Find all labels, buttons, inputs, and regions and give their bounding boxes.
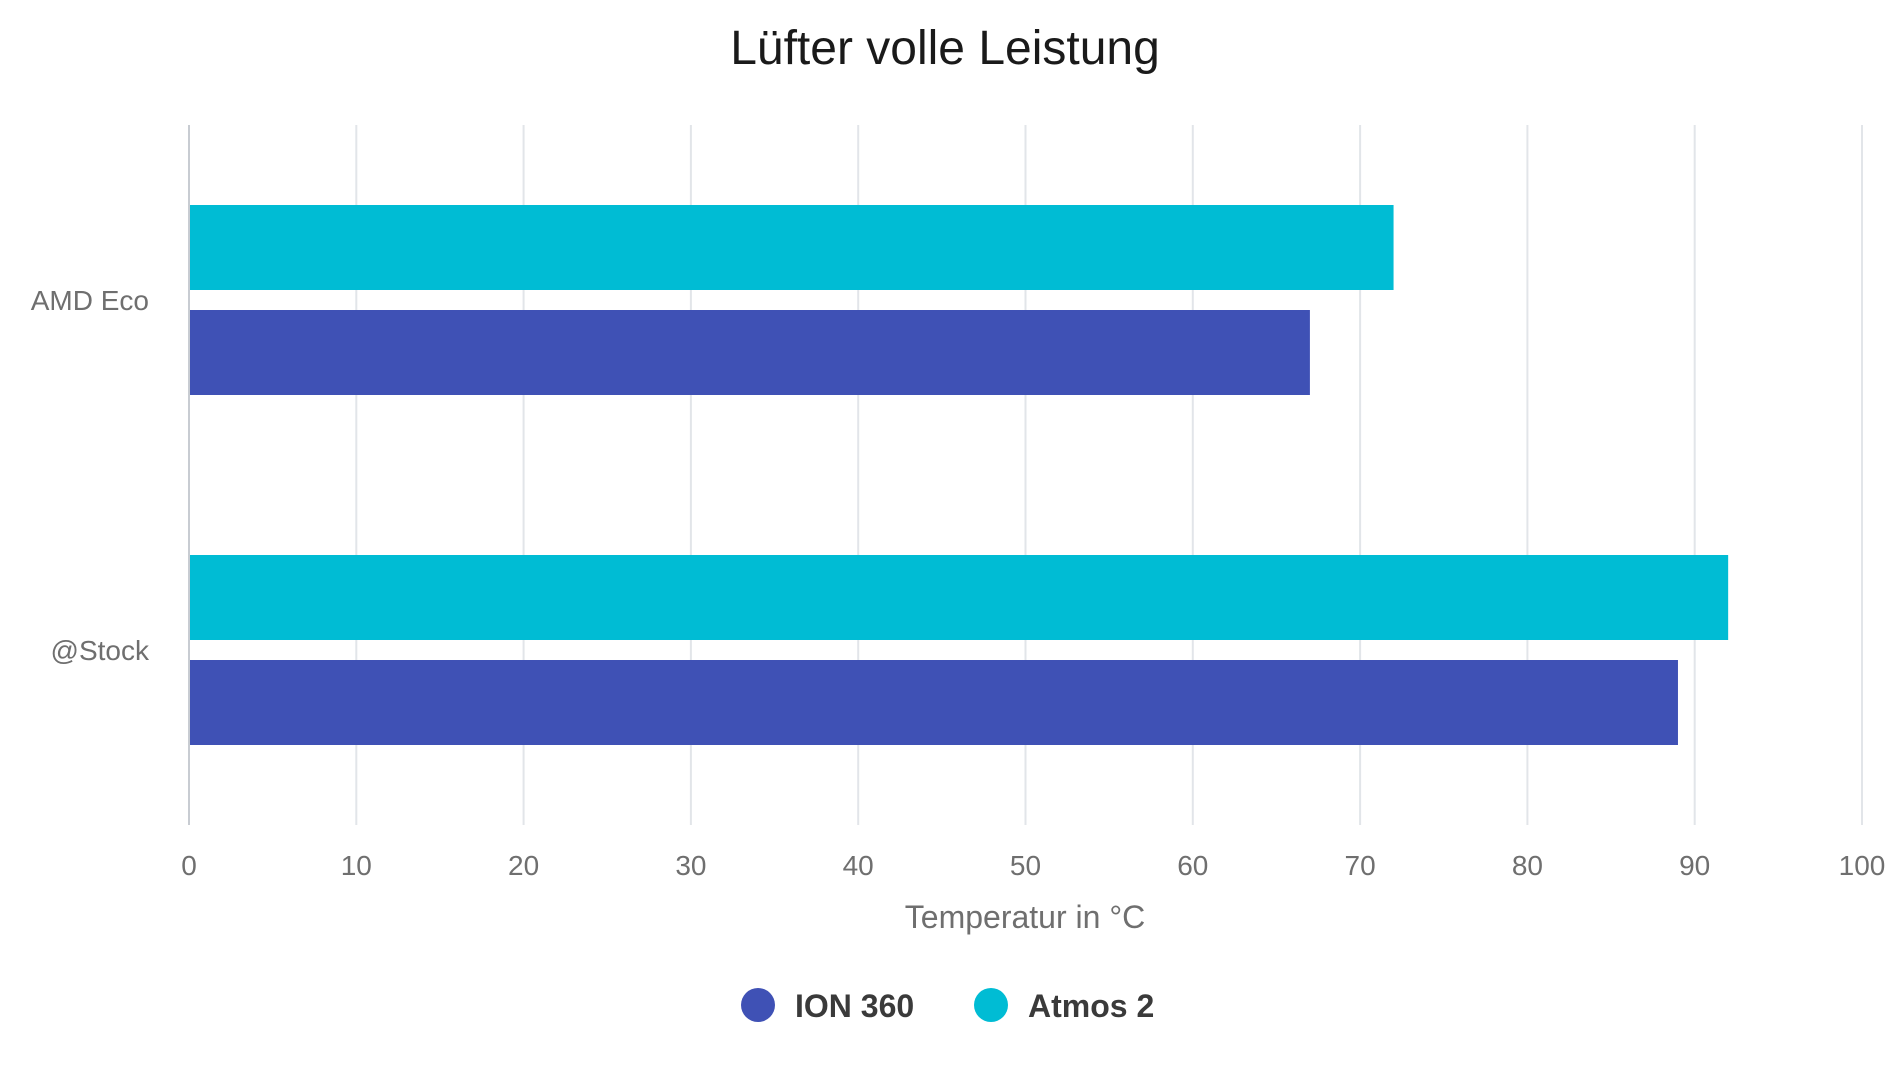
legend-label: Atmos 2: [1028, 988, 1154, 1024]
bars: [189, 205, 1729, 745]
legend-label: ION 360: [795, 988, 914, 1024]
x-axis-ticks: 0 10 20 30 40 50 60 70 80 90 100: [181, 850, 1885, 881]
y-axis-categories: AMD Eco @Stock: [31, 285, 150, 666]
x-tick-label: 30: [675, 850, 706, 881]
bar-atmos-2-stock: [189, 555, 1729, 640]
x-tick-label: 80: [1512, 850, 1543, 881]
x-tick-label: 20: [508, 850, 539, 881]
y-category-label: AMD Eco: [31, 285, 149, 316]
y-category-label: @Stock: [51, 635, 150, 666]
bar-atmos-2-amd-eco: [189, 205, 1394, 290]
legend-swatch: [974, 988, 1008, 1022]
x-tick-label: 40: [843, 850, 874, 881]
bar-ion-360-amd-eco: [189, 310, 1310, 395]
x-tick-label: 70: [1345, 850, 1376, 881]
x-tick-label: 60: [1177, 850, 1208, 881]
x-tick-label: 100: [1839, 850, 1886, 881]
chart-title: Lüfter volle Leistung: [730, 22, 1160, 75]
x-tick-label: 90: [1679, 850, 1710, 881]
x-tick-label: 10: [341, 850, 372, 881]
x-tick-label: 0: [181, 850, 197, 881]
legend: ION 360 Atmos 2: [741, 988, 1154, 1024]
bar-ion-360-stock: [189, 660, 1678, 745]
legend-swatch: [741, 988, 775, 1022]
x-axis-title: Temperatur in °C: [905, 899, 1145, 935]
x-tick-label: 50: [1010, 850, 1041, 881]
